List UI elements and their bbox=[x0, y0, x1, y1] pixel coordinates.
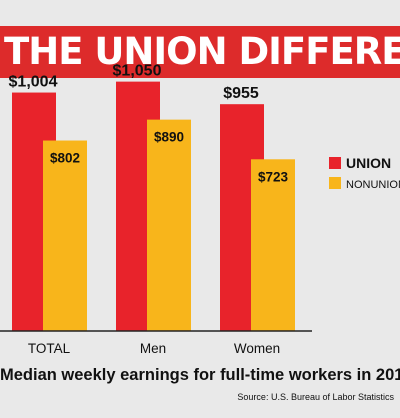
value-labels-layer: $1,004 $1,050 $955 $802 $890 $723 bbox=[9, 63, 289, 185]
value-label-nonunion-total: $802 bbox=[50, 151, 80, 166]
bars-layer bbox=[12, 81, 295, 331]
legend-label-union: UNION bbox=[346, 155, 391, 171]
legend-swatch-union bbox=[329, 157, 341, 169]
title-band: THE UNION DIFFERENCE bbox=[0, 26, 400, 78]
legend: UNION NONUNION bbox=[329, 155, 400, 191]
bar-nonunion-women bbox=[251, 159, 295, 331]
legend-swatch-nonunion bbox=[329, 177, 341, 189]
value-label-nonunion-men: $890 bbox=[154, 130, 184, 145]
chart-subtitle: Median weekly earnings for full-time wor… bbox=[0, 366, 400, 384]
source-note: Source: U.S. Bureau of Labor Statistics bbox=[237, 392, 394, 402]
chart-title: THE UNION DIFFERENCE bbox=[4, 30, 400, 73]
category-label-total: TOTAL bbox=[28, 341, 71, 356]
category-label-men: Men bbox=[140, 341, 166, 356]
bar-nonunion-men bbox=[147, 119, 191, 331]
legend-label-nonunion: NONUNION bbox=[346, 179, 400, 191]
value-label-union-total: $1,004 bbox=[9, 74, 58, 91]
value-label-union-men: $1,050 bbox=[113, 63, 162, 80]
category-label-women: Women bbox=[234, 341, 280, 356]
value-label-union-women: $955 bbox=[223, 85, 259, 102]
bar-nonunion-total bbox=[43, 140, 87, 331]
value-label-nonunion-women: $723 bbox=[258, 169, 289, 184]
category-labels-layer: TOTAL Men Women bbox=[28, 341, 280, 356]
